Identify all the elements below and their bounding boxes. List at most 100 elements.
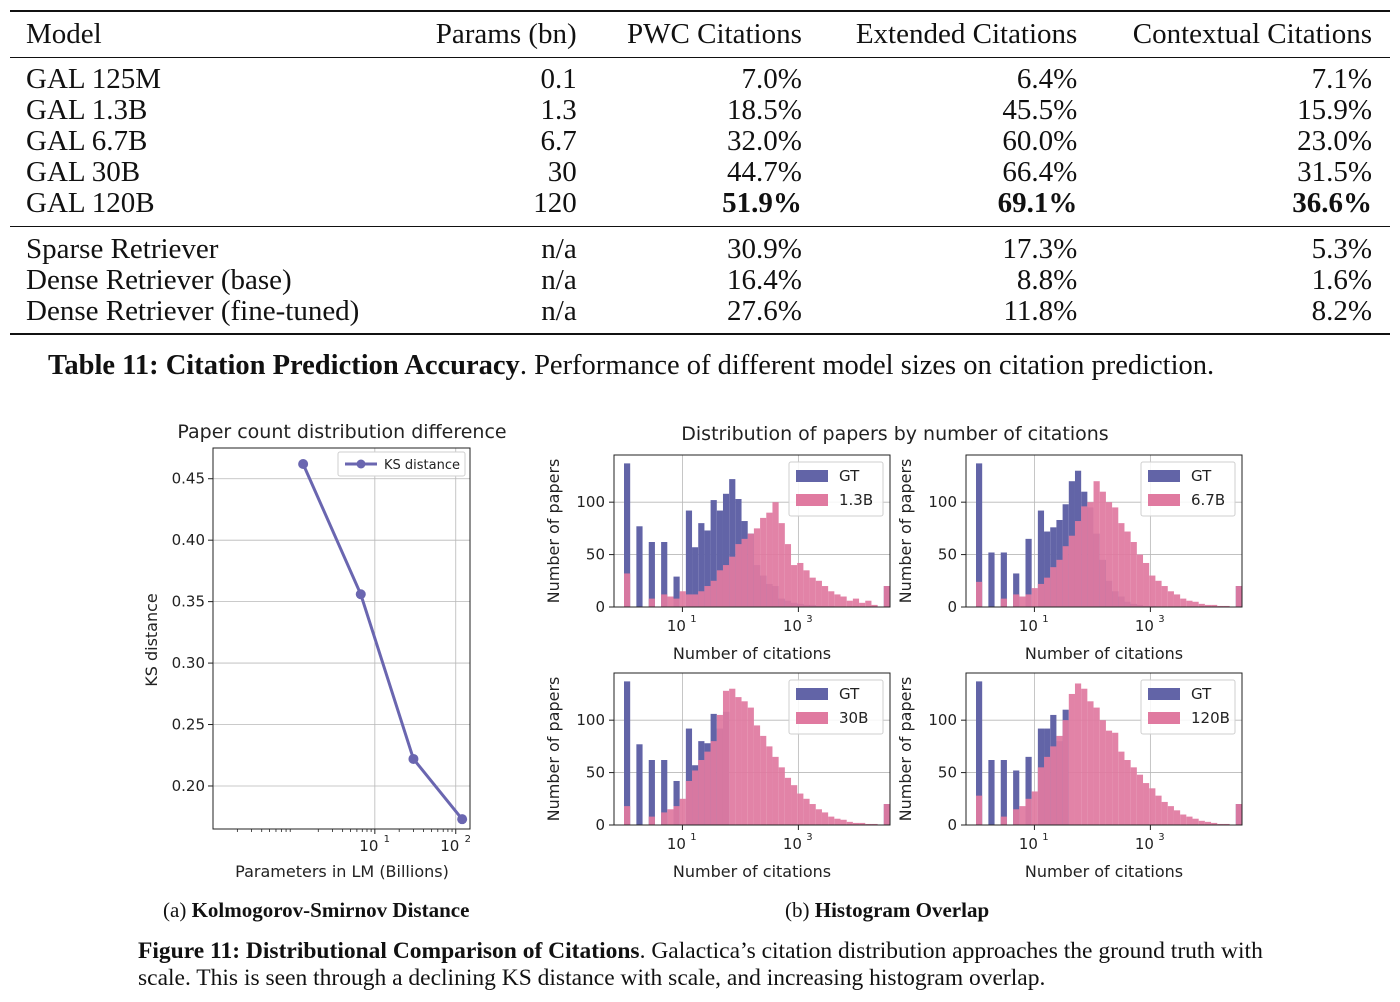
hist-model-bar	[871, 604, 878, 607]
hist-model-bar	[791, 565, 798, 607]
hist-model-bar	[784, 777, 792, 825]
table-cell-ctx: 31.5%	[1297, 156, 1372, 188]
hist-legend-gt-swatch	[1148, 688, 1180, 700]
hist-frame	[965, 672, 1243, 826]
hist-ytick-label: 0	[595, 816, 605, 834]
hist-model-bar	[673, 598, 680, 607]
hist-gt-bar	[1000, 552, 1007, 607]
hist-gt-bar	[722, 493, 730, 607]
figure-caption-text: . Galactica’s citation distribution appr…	[138, 938, 1263, 991]
table-cell-ctx: 23.0%	[1297, 125, 1372, 157]
table-cell-ext: 8.8%	[1016, 264, 1078, 296]
hist-model-bar	[840, 596, 847, 607]
table-caption: Table 11: Citation Prediction Accuracy. …	[48, 350, 1368, 382]
hist-model-bar	[846, 600, 853, 607]
hist-model-bar	[834, 818, 841, 825]
hist-model-bar	[1019, 806, 1026, 825]
hist-model-bar	[821, 586, 829, 607]
hist-model-bar	[815, 580, 822, 607]
hist-model-bar	[1068, 693, 1075, 825]
hist-model-bar	[1186, 816, 1193, 825]
hist-model-bar	[1112, 732, 1119, 825]
hist-model-bar	[1013, 809, 1020, 825]
ks-ytick-label: 0.45	[172, 470, 205, 488]
hist-model-bar	[710, 741, 717, 825]
hist-xtick-exponent: 1	[690, 832, 696, 843]
hist-xtick-exponent: 1	[690, 614, 696, 625]
hist-model-bar	[1050, 746, 1057, 825]
hist-model-bar	[1118, 523, 1125, 607]
hist-model-bar	[741, 538, 748, 607]
hist-model-bar	[1211, 604, 1218, 607]
hist-gt-bar	[648, 542, 655, 607]
hist-model-bar	[667, 596, 674, 607]
hist-xtick-exponent: 3	[1158, 832, 1164, 843]
hist-xtick-exponent: 3	[806, 614, 812, 625]
hist-ytick-label: 50	[586, 764, 605, 782]
ks-legend-marker	[356, 459, 366, 469]
table-cell-ext: 60.0%	[1002, 125, 1078, 157]
hist-model-bar	[1099, 491, 1106, 607]
header-contextual: Contextual Citations	[1132, 18, 1372, 50]
hist-gt-bar	[692, 547, 699, 607]
hist-model-bar	[747, 707, 754, 825]
hist-model-bar	[667, 809, 674, 825]
table-cell-model: Sparse Retriever	[26, 233, 219, 265]
ks-point	[355, 589, 366, 600]
table-cell-pwc: 32.0%	[726, 125, 802, 157]
hist-model-bar	[679, 798, 686, 825]
hist-model-bar	[865, 600, 872, 607]
table-cell-params: 30	[547, 156, 577, 188]
hist-model-bar	[741, 701, 748, 825]
hist-gt-bar	[661, 542, 668, 607]
ks-point	[298, 458, 309, 469]
hist-model-bar	[1217, 605, 1224, 607]
table-cell-model: GAL 1.3B	[26, 94, 148, 126]
subcaption-a-label: (a)	[163, 898, 187, 922]
hist-model-bar	[1087, 701, 1094, 825]
hist-model-bar	[1000, 816, 1007, 825]
hist-gt-bar	[988, 552, 995, 607]
hist-gt-bar	[636, 526, 643, 607]
hist-model-bar	[710, 580, 717, 607]
hist-model-bar	[1161, 801, 1168, 825]
hist-model-bar	[1112, 507, 1119, 607]
hist-model-bar	[809, 804, 816, 825]
hist-model-bar	[1180, 814, 1187, 825]
hist-gt-bar	[976, 681, 983, 825]
hist-model-bar	[1149, 788, 1156, 825]
hist-panel-1.3B: 0 50 100 10 1 10 3 GT 1.3B Number of citations Num…	[544, 454, 891, 663]
hist-gt-bar	[716, 510, 723, 607]
hist-legend-gt-label: GT	[839, 467, 860, 485]
hist-model-bar	[648, 816, 655, 825]
hist-ytick-label: 100	[928, 493, 957, 511]
hist-legend-model-label: 1.3B	[839, 491, 873, 509]
hist-xlabel: Number of citations	[673, 862, 831, 881]
hist-gt-bar	[673, 780, 680, 825]
hist-model-bar	[1173, 594, 1181, 607]
ks-xtick-exponent: 2	[465, 834, 471, 845]
hist-legend-model-swatch	[796, 494, 828, 506]
hist-model-bar	[1000, 598, 1007, 607]
hist-model-bar	[772, 756, 779, 825]
hist-model-bar	[722, 690, 730, 825]
hist-model-bar	[865, 823, 872, 825]
hist-model-bar	[1167, 591, 1174, 607]
hist-legend-gt-swatch	[796, 688, 828, 700]
hist-xtick-label: 10	[783, 835, 802, 853]
hist-xtick-label: 10	[1135, 835, 1154, 853]
hist-model-bar	[698, 760, 705, 825]
hist-model-bar	[1062, 720, 1069, 825]
hist-model-bar	[747, 533, 754, 607]
results-table: Model Params (bn) PWC Citations Extended…	[10, 10, 1390, 335]
table-cell-model: Dense Retriever (fine-tuned)	[26, 295, 360, 327]
hist-title: Distribution of papers by number of cita…	[681, 423, 1108, 445]
table-cell-ext: 11.8%	[1003, 295, 1078, 327]
hist-gt-bar	[648, 760, 655, 825]
table-cell-ext: 6.4%	[1016, 63, 1078, 95]
hist-xtick-label: 10	[1019, 617, 1038, 635]
hist-model-bar	[1186, 600, 1193, 607]
table-row: Sparse Retriever n/a 30.9% 17.3% 5.3%	[10, 227, 1390, 266]
hist-legend-gt-label: GT	[1191, 685, 1212, 703]
hist-model-bar	[834, 594, 841, 607]
